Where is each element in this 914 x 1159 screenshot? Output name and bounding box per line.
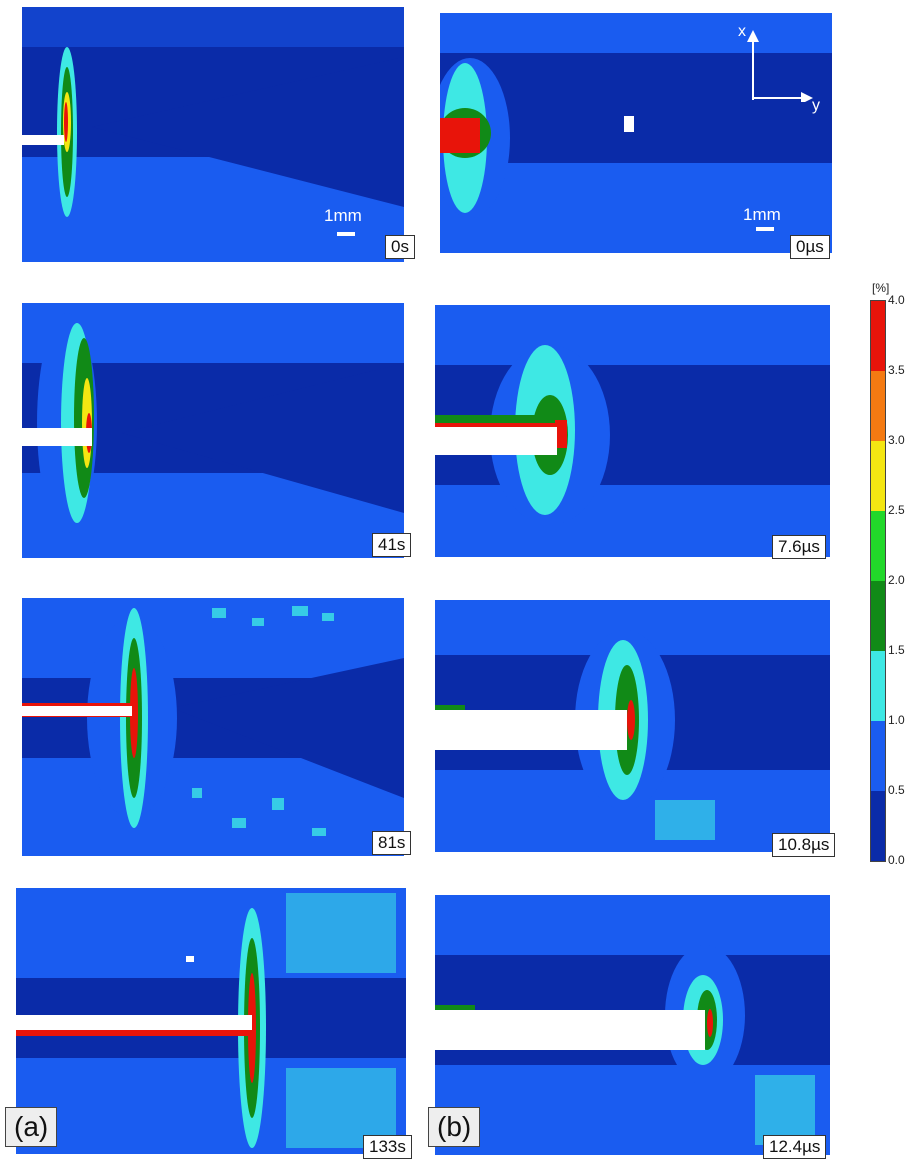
time-label-b-3: 12.4µs	[763, 1135, 827, 1159]
colorbar-segment	[871, 301, 885, 371]
colorbar-tick-label: 3.5	[888, 363, 905, 377]
time-label-b-0: 0µs	[790, 235, 830, 259]
panel-a-2	[22, 598, 404, 856]
scale-label-a: 1mm	[324, 206, 362, 225]
colorbar-tick-label: 1.5	[888, 643, 905, 657]
colorbar	[870, 300, 886, 862]
time-label-a-0: 0s	[385, 235, 415, 259]
colorbar-tick-label: 2.0	[888, 573, 905, 587]
colorbar-segment	[871, 371, 885, 441]
axis-label-y: y	[812, 97, 820, 114]
scale-label-b: 1mm	[743, 205, 781, 224]
panel-a-0	[22, 7, 404, 262]
time-label-b-2: 10.8µs	[772, 833, 836, 857]
colorbar-tick-label: 0.5	[888, 783, 905, 797]
colorbar-segment	[871, 651, 885, 721]
colorbar-tick-label: 0.0	[888, 853, 905, 867]
time-label-a-1: 41s	[372, 533, 412, 557]
panel-b-0	[440, 13, 832, 253]
time-label-b-1: 7.6µs	[772, 535, 826, 559]
axes-arrows	[747, 30, 813, 102]
column-label-b: (b)	[428, 1107, 481, 1147]
panel-a-1	[22, 303, 404, 558]
panel-b-1	[435, 305, 830, 557]
colorbar-segment	[871, 581, 885, 651]
colorbar-segment	[871, 721, 885, 791]
time-label-a-3: 133s	[363, 1135, 412, 1159]
colorbar-segment	[871, 791, 885, 861]
colorbar-tick-label: 4.0	[888, 293, 905, 307]
scale-bar-a	[337, 232, 355, 236]
colorbar-segment	[871, 441, 885, 511]
panel-a-3	[16, 888, 406, 1154]
colorbar-tick-label: 1.0	[888, 713, 905, 727]
colorbar-unit: [%]	[872, 281, 890, 295]
axis-label-x: x	[738, 23, 746, 40]
panel-b-2	[435, 600, 830, 852]
time-label-a-2: 81s	[372, 831, 412, 855]
panel-b-3	[435, 895, 830, 1155]
colorbar-tick-label: 2.5	[888, 503, 905, 517]
scale-bar-b	[756, 227, 774, 231]
colorbar-segment	[871, 511, 885, 581]
column-label-a: (a)	[5, 1107, 58, 1147]
colorbar-tick-label: 3.0	[888, 433, 905, 447]
